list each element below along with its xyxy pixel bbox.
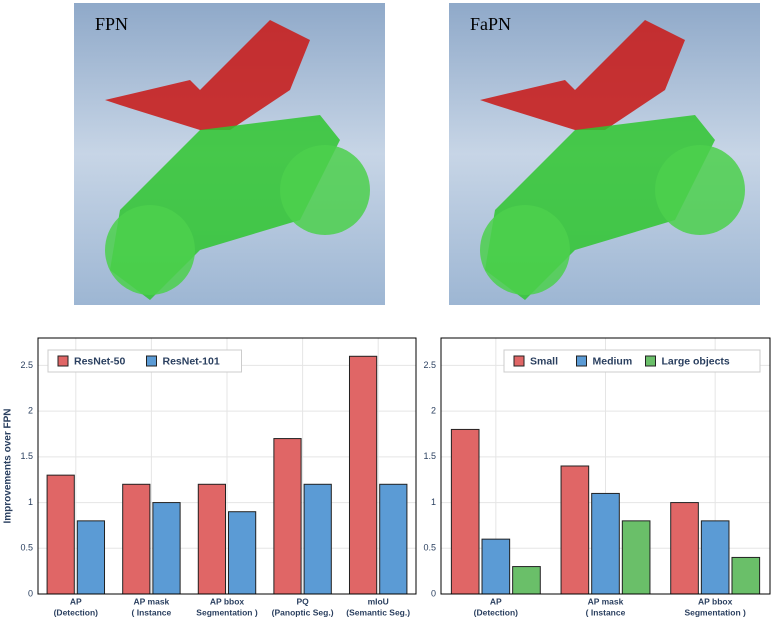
x-tick-label: AP mask: [134, 596, 170, 606]
bar-chart: 0 0.5 1 1.5 2 2.5 AP(Detection) AP mask( Instan…: [423, 337, 771, 617]
bar: [512, 566, 541, 595]
bar: [621, 520, 651, 595]
y-tick-label: 2: [431, 406, 436, 416]
legend-label: Large objects: [662, 355, 730, 367]
legend-label: ResNet-101: [163, 355, 220, 367]
x-tick-label: (Semantic Seg.): [346, 607, 410, 617]
x-tick-label: Segmentation ): [684, 607, 746, 617]
y-tick-label: 1.5: [20, 451, 33, 461]
y-tick-label: 1: [431, 497, 436, 507]
x-tick-label: mIoU: [368, 596, 389, 606]
legend-label: Small: [530, 355, 558, 367]
x-tick-label: AP mask: [588, 596, 624, 606]
bar: [303, 483, 332, 595]
y-tick-label: 0: [28, 588, 33, 598]
legend-label: ResNet-50: [74, 355, 126, 367]
bar: [273, 438, 302, 595]
x-tick-label: AP: [490, 596, 502, 606]
x-tick-label: (Detection): [474, 607, 519, 617]
legend-box: [47, 349, 242, 373]
bar: [152, 502, 181, 595]
y-axis-title: Improvements over FPN: [3, 408, 14, 523]
legend: ResNet-50 ResNet-101: [47, 349, 242, 373]
legend-label: Medium: [593, 355, 633, 367]
legend: Small Medium Large objects: [503, 349, 761, 373]
bar: [228, 511, 257, 595]
y-tick-label: 1: [28, 497, 33, 507]
bar: [481, 538, 511, 595]
y-tick-label: 0.5: [423, 543, 436, 553]
bar: [591, 492, 620, 595]
legend-box: [503, 349, 761, 373]
legend-swatch: [576, 355, 587, 367]
photo-label: FPN: [95, 14, 128, 34]
bar: [700, 520, 730, 595]
bar: [348, 355, 378, 595]
bar: [379, 483, 408, 595]
y-tick-label: 0.5: [20, 543, 33, 553]
bar: [731, 556, 761, 595]
bar: [670, 502, 699, 595]
bar-chart: 0 0.5 1 1.5 2 2.5 AP(Detection) AP mask( Instan…: [3, 337, 417, 617]
x-tick-label: AP: [70, 596, 82, 606]
x-tick-label: ( Instance: [132, 607, 172, 617]
x-tick-label: ( Instance: [586, 607, 626, 617]
x-tick-label: AP bbox: [698, 596, 733, 606]
bar: [122, 483, 151, 595]
x-tick-label: AP bbox: [210, 596, 245, 606]
bar: [197, 483, 226, 595]
x-tick-label: (Panoptic Seg.): [272, 607, 334, 617]
bar: [46, 474, 75, 595]
y-tick-label: 2.5: [423, 360, 436, 370]
plot-frame: [440, 337, 771, 595]
x-tick-label: Segmentation ): [196, 607, 258, 617]
legend-swatch: [645, 355, 656, 367]
photo-fapn: FaPN: [449, 3, 760, 305]
bar: [450, 428, 480, 595]
y-tick-label: 0: [431, 588, 436, 598]
legend-swatch: [513, 355, 525, 367]
x-tick-label: PQ: [296, 596, 309, 606]
legend-swatch: [57, 355, 69, 367]
plot-frame: [37, 337, 417, 595]
y-tick-label: 1.5: [423, 451, 436, 461]
x-tick-label: (Detection): [54, 607, 99, 617]
photo-label: FaPN: [470, 14, 511, 34]
legend-swatch: [146, 355, 157, 367]
y-tick-label: 2.5: [20, 360, 33, 370]
y-tick-label: 2: [28, 406, 33, 416]
bar: [560, 465, 590, 595]
photo-fpn: FPN: [74, 3, 385, 305]
bar: [76, 520, 106, 595]
